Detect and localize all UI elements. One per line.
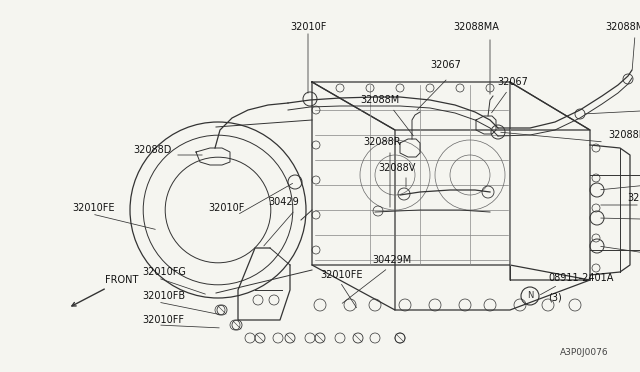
Text: 32010FB: 32010FB [142, 291, 185, 301]
Text: 32010FG: 32010FG [142, 267, 186, 277]
Text: FRONT: FRONT [72, 275, 138, 306]
Text: 32010FF: 32010FF [142, 315, 184, 325]
Text: (3): (3) [548, 293, 562, 303]
Text: 32010: 32010 [627, 193, 640, 203]
Text: 08911-2401A: 08911-2401A [548, 273, 613, 283]
Text: 32088V: 32088V [378, 163, 415, 173]
Text: 32010F: 32010F [290, 22, 326, 32]
Text: 32088M: 32088M [360, 95, 399, 105]
Text: 32067: 32067 [497, 77, 528, 87]
Text: 32067: 32067 [430, 60, 461, 70]
Text: N: N [527, 292, 533, 301]
Text: 32010F: 32010F [208, 203, 244, 213]
Text: 32010FE: 32010FE [320, 270, 362, 280]
Text: A3P0J0076: A3P0J0076 [560, 348, 609, 357]
Text: 32088MA: 32088MA [605, 22, 640, 32]
Text: 32088D: 32088D [133, 145, 172, 155]
Text: 32010FE: 32010FE [72, 203, 115, 213]
Text: 32088R: 32088R [363, 137, 401, 147]
Text: 30429M: 30429M [372, 255, 412, 265]
Text: 32088E: 32088E [608, 130, 640, 140]
Text: 32088MA: 32088MA [453, 22, 499, 32]
Text: 30429: 30429 [268, 197, 299, 207]
